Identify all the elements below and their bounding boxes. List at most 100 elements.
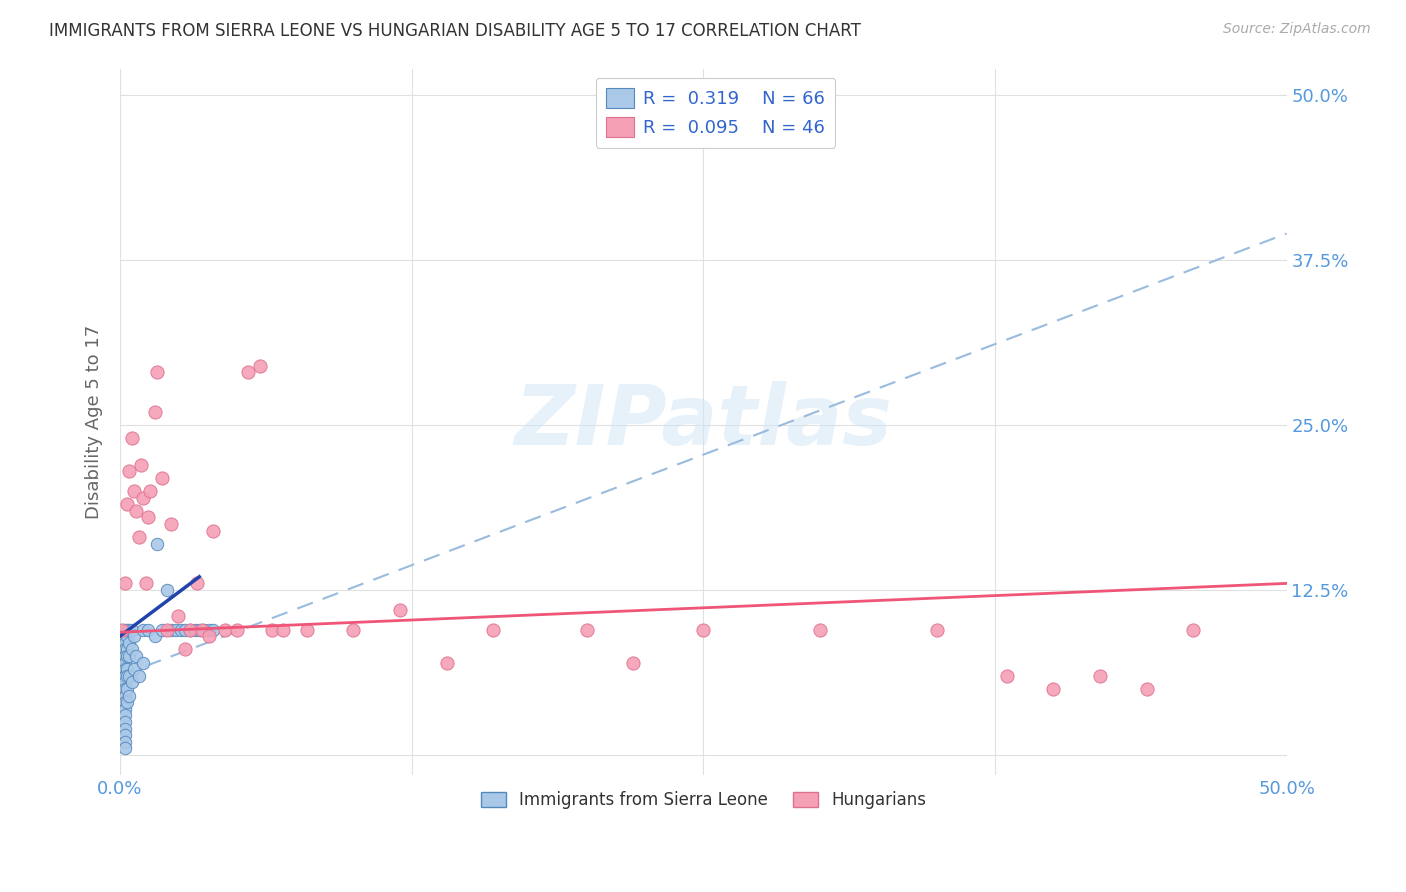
Point [197,629,219,643]
Point [129,458,152,472]
Point [111,656,134,670]
Point [114,735,136,749]
Point [202,623,225,637]
Point [1088,669,1111,683]
Point [190,623,212,637]
Legend: Immigrants from Sierra Leone, Hungarians: Immigrants from Sierra Leone, Hungarians [474,785,932,816]
Point [150,471,173,485]
Point [132,656,155,670]
Point [121,623,143,637]
Point [132,623,155,637]
Point [621,656,644,670]
Point [114,642,136,657]
Point [238,365,260,379]
Point [183,623,205,637]
Point [197,623,219,637]
Point [132,491,155,505]
Point [1182,623,1205,637]
Point [169,623,191,637]
Point [115,629,138,643]
Point [122,629,145,643]
Point [150,623,173,637]
Point [118,464,141,478]
Point [111,648,134,663]
Point [114,629,136,643]
Text: ZIPatlas: ZIPatlas [515,381,893,462]
Point [482,623,505,637]
Point [925,623,948,637]
Point [186,576,208,591]
Point [114,669,136,683]
Point [111,675,134,690]
Point [260,623,283,637]
Point [118,669,141,683]
Point [342,623,364,637]
Point [115,662,138,676]
Point [114,702,136,716]
Point [114,714,136,729]
Point [179,623,201,637]
Point [111,662,134,676]
Point [115,669,138,683]
Point [136,510,159,524]
Point [121,431,143,445]
Point [114,636,136,650]
Point [115,648,138,663]
Point [115,642,138,657]
Point [114,708,136,723]
Point [1135,681,1157,696]
Point [121,642,143,657]
Point [111,636,134,650]
Point [114,675,136,690]
Point [174,623,197,637]
Text: IMMIGRANTS FROM SIERRA LEONE VS HUNGARIAN DISABILITY AGE 5 TO 17 CORRELATION CHA: IMMIGRANTS FROM SIERRA LEONE VS HUNGARIA… [49,22,860,40]
Point [111,689,134,703]
Point [114,681,136,696]
Point [128,669,150,683]
Point [143,405,166,419]
Point [135,576,157,591]
Point [165,623,187,637]
Point [214,623,236,637]
Point [249,359,271,373]
Point [122,483,145,498]
Point [111,669,134,683]
Point [114,689,136,703]
Point [128,530,150,544]
Point [114,656,136,670]
Point [114,648,136,663]
Point [160,516,183,531]
Point [295,623,318,637]
Point [174,642,197,657]
Point [122,662,145,676]
Point [202,524,225,538]
Point [692,623,714,637]
Point [121,675,143,690]
Point [111,681,134,696]
Point [160,623,183,637]
Point [118,648,141,663]
Point [146,365,169,379]
Point [111,629,134,643]
Point [146,537,169,551]
Point [143,629,166,643]
Point [114,623,136,637]
Text: Source: ZipAtlas.com: Source: ZipAtlas.com [1223,22,1371,37]
Point [167,609,190,624]
Point [139,483,162,498]
Point [136,623,159,637]
Point [808,623,831,637]
Point [1042,681,1064,696]
Point [188,623,211,637]
Point [115,623,138,637]
Point [114,728,136,742]
Point [125,648,148,663]
Point [156,623,179,637]
Point [118,623,141,637]
Point [156,582,179,597]
Point [114,741,136,756]
Point [118,689,141,703]
Point [179,623,201,637]
Point [436,656,458,670]
Point [114,722,136,736]
